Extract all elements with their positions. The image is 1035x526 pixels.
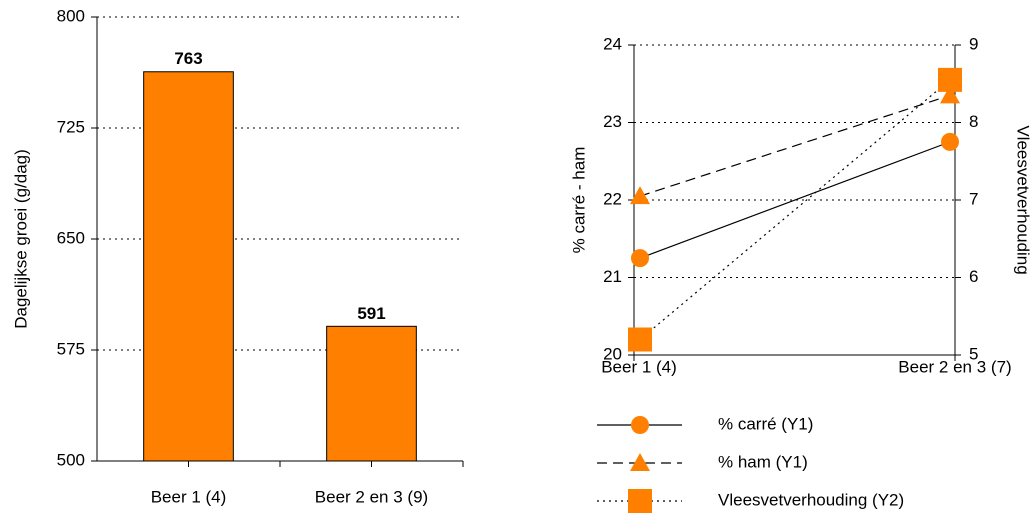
marker (940, 85, 960, 104)
y-tick-label: 650 (57, 228, 85, 247)
legend-marker (630, 453, 650, 471)
y-axis-label: % carré - ham (569, 147, 588, 254)
series-line (639, 79, 951, 340)
y-tick-label: 21 (603, 267, 622, 286)
y-tick-label: 725 (57, 117, 85, 136)
series-line (639, 141, 951, 259)
marker (631, 249, 649, 268)
legend-label: % ham (Y1) (718, 452, 808, 471)
y2-tick-label: 6 (969, 267, 978, 286)
y2-axis-label: Vleesvetverhouding (1014, 125, 1033, 274)
legend-label: % carré (Y1) (718, 414, 813, 433)
value-label: 763 (174, 49, 202, 68)
x-tick-label: Beer 2 en 3 (7) (898, 357, 1011, 376)
y-tick-label: 20 (603, 344, 622, 363)
marker (628, 327, 652, 352)
bar (143, 71, 234, 462)
x-tick-label: Beer 1 (4) (601, 357, 677, 376)
y2-tick-label: 5 (969, 344, 978, 363)
y-tick-label: 23 (603, 112, 622, 131)
x-tick-label: Beer 1 (4) (151, 487, 227, 506)
marker (630, 186, 650, 205)
y-axis-label: Dagelijkse groei (g/dag) (11, 149, 30, 329)
y-tick-label: 24 (603, 34, 622, 53)
y2-tick-label: 8 (969, 112, 978, 131)
y-tick-label: 800 (57, 6, 85, 25)
marker (941, 132, 959, 151)
legend-marker (628, 489, 652, 513)
marker (938, 67, 962, 92)
legend-marker (631, 416, 649, 434)
bar (326, 325, 417, 462)
x-tick-label: Beer 2 en 3 (9) (315, 487, 428, 506)
y2-tick-label: 9 (969, 34, 978, 53)
series-line (639, 94, 951, 197)
y-tick-label: 500 (57, 450, 85, 469)
y-tick-label: 575 (57, 339, 85, 358)
value-label: 591 (357, 304, 385, 323)
legend-label: Vleesvetverhouding (Y2) (718, 490, 904, 509)
y2-tick-label: 7 (969, 189, 978, 208)
y-tick-label: 22 (603, 189, 622, 208)
